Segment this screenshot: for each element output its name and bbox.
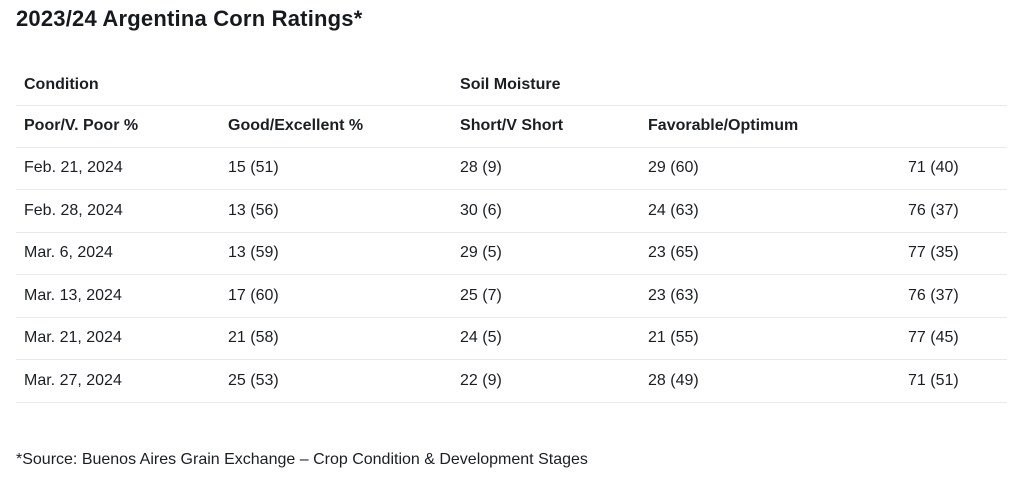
value-cell: 13 (56) [220,189,453,233]
group-header-row: Condition Soil Moisture [16,66,1008,106]
date-cell: Mar. 27, 2024 [16,359,220,403]
value-cell: 30 (6) [452,189,641,233]
value-cell: 24 (5) [452,317,641,360]
value-cell: 29 (60) [640,147,901,190]
value-cell: 76 (37) [900,274,1008,318]
value-cell: 25 (7) [452,274,641,318]
value-cell: 28 (49) [640,359,901,403]
value-cell: 21 (58) [220,317,453,360]
value-cell: 77 (35) [900,232,1008,275]
date-cell: Mar. 13, 2024 [16,274,220,318]
date-cell: Feb. 28, 2024 [16,189,220,233]
group-header-condition: Condition [16,66,453,106]
table-row: Mar. 27, 2024 25 (53) 22 (9) 28 (49) 71 … [16,359,1008,403]
table-row: Mar. 21, 2024 21 (58) 24 (5) 21 (55) 77 … [16,317,1008,360]
column-header-row: Poor/V. Poor % Good/Excellent % Short/V … [16,105,1008,148]
value-cell: 29 (5) [452,232,641,275]
table-row: Feb. 21, 2024 15 (51) 28 (9) 29 (60) 71 … [16,147,1008,190]
value-cell: 15 (51) [220,147,453,190]
corn-ratings-table: Condition Soil Moisture Poor/V. Poor % G… [16,66,1008,403]
page-title: 2023/24 Argentina Corn Ratings* [16,6,363,31]
value-cell: 23 (63) [640,274,901,318]
value-cell: 24 (63) [640,189,901,233]
page: 2023/24 Argentina Corn Ratings* Conditio… [16,6,1008,468]
group-header-empty [900,66,1008,106]
value-cell: 25 (53) [220,359,453,403]
group-header-soil-moisture: Soil Moisture [452,66,901,106]
column-header-poor-vpoor: Poor/V. Poor % [16,105,220,148]
date-cell: Mar. 6, 2024 [16,232,220,275]
value-cell: 22 (9) [452,359,641,403]
value-cell: 71 (40) [900,147,1008,190]
column-header-good-excellent: Good/Excellent % [220,105,453,148]
value-cell: 76 (37) [900,189,1008,233]
table-row: Mar. 13, 2024 17 (60) 25 (7) 23 (63) 76 … [16,274,1008,318]
value-cell: 23 (65) [640,232,901,275]
date-cell: Mar. 21, 2024 [16,317,220,360]
value-cell: 13 (59) [220,232,453,275]
value-cell: 77 (45) [900,317,1008,360]
value-cell: 17 (60) [220,274,453,318]
table-row: Feb. 28, 2024 13 (56) 30 (6) 24 (63) 76 … [16,189,1008,233]
column-header-favorable-optimum: Favorable/Optimum [640,105,901,148]
date-cell: Feb. 21, 2024 [16,147,220,190]
column-header-empty [900,105,1008,148]
source-footnote: *Source: Buenos Aires Grain Exchange – C… [16,450,588,468]
table-row: Mar. 6, 2024 13 (59) 29 (5) 23 (65) 77 (… [16,232,1008,275]
column-header-short-vshort: Short/V Short [452,105,641,148]
value-cell: 71 (51) [900,359,1008,403]
table-header: Condition Soil Moisture Poor/V. Poor % G… [16,66,1008,148]
value-cell: 21 (55) [640,317,901,360]
value-cell: 28 (9) [452,147,641,190]
table-body: Feb. 21, 2024 15 (51) 28 (9) 29 (60) 71 … [16,147,1008,403]
